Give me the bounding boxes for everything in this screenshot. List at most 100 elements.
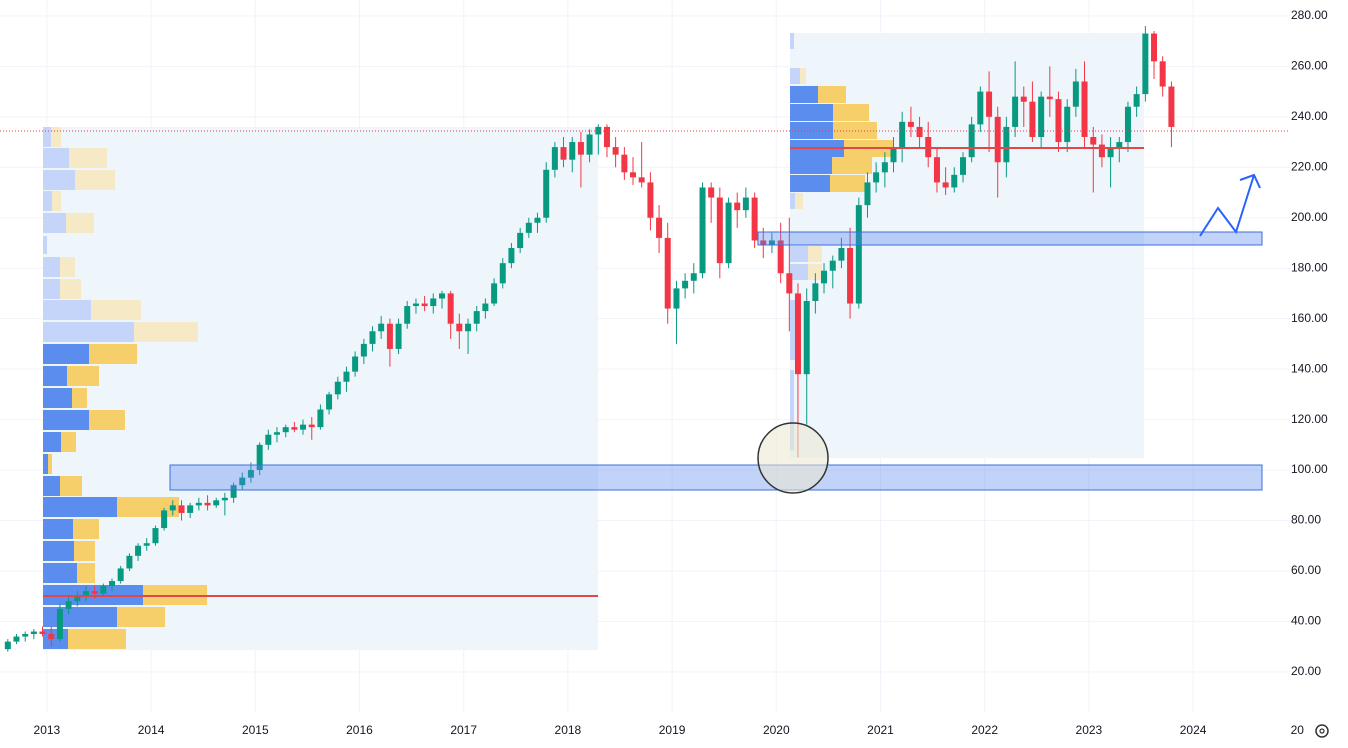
candle-body [595, 126, 602, 135]
y-tick-label: 40.00 [1291, 614, 1321, 628]
candle-body [187, 505, 194, 513]
candle-body [473, 311, 480, 324]
candle-body [1133, 94, 1140, 107]
candle-body [508, 248, 515, 264]
x-tick-label: 2015 [242, 723, 269, 737]
settings-icon[interactable] [1315, 724, 1329, 738]
candle-body [456, 323, 463, 332]
candle-body [117, 568, 124, 582]
highlight-circle [757, 422, 829, 494]
candle-body [543, 169, 550, 218]
candle-body [864, 182, 871, 206]
candle-body [525, 222, 532, 233]
candle-body [230, 485, 237, 498]
candle-body [465, 323, 472, 332]
candle-body [48, 634, 55, 640]
axes: 20.00 40.00 60.00 80.00 100.00 120.00 140.00 16… [34, 8, 1328, 737]
candle-body [300, 424, 307, 430]
candle-body [725, 202, 732, 264]
candle-body [699, 187, 706, 274]
candle-body [282, 427, 289, 433]
candle-body [1020, 96, 1027, 102]
y-tick-label: 220.00 [1291, 159, 1328, 173]
candle-body [786, 273, 793, 294]
settings-button[interactable] [1315, 724, 1329, 738]
candle-body [534, 217, 541, 223]
candle-body [152, 528, 159, 544]
candle-body [951, 174, 958, 188]
candle-body [829, 260, 836, 271]
candle-body [664, 237, 671, 309]
candle-body [621, 154, 628, 173]
volume-profile-area [43, 127, 598, 650]
candle-body [1142, 33, 1149, 95]
candle-body [317, 409, 324, 428]
candle-body [4, 641, 11, 650]
candle-body [256, 444, 263, 471]
candle-body [855, 205, 862, 304]
x-tick-label: 2022 [971, 723, 998, 737]
y-tick-label: 80.00 [1291, 513, 1321, 527]
candle-body [247, 470, 254, 478]
y-tick-label: 60.00 [1291, 563, 1321, 577]
candle-body [682, 280, 689, 289]
candle-body [213, 500, 220, 506]
candle-body [847, 248, 854, 304]
x-tick-label: 2023 [1076, 723, 1103, 737]
candle-body [74, 596, 81, 602]
candle-body [1081, 81, 1088, 138]
y-tick-label: 240.00 [1291, 109, 1328, 123]
candle-body [291, 427, 298, 430]
candle-body [499, 263, 506, 284]
candle-body [647, 182, 654, 218]
x-tick-label: 2019 [659, 723, 686, 737]
candle-body [603, 126, 610, 148]
candle-body [673, 288, 680, 309]
candle-body [1151, 33, 1158, 62]
candle-body [968, 124, 975, 158]
support-zone [757, 231, 1263, 246]
candle-body [334, 381, 341, 395]
candle-body [916, 126, 923, 138]
x-tick-label: 2018 [555, 723, 582, 737]
candle-body [821, 270, 828, 284]
candle-body [794, 293, 801, 375]
candle-body [777, 240, 784, 274]
candle-body [873, 172, 880, 183]
projection-arrow [1199, 174, 1255, 237]
candle-body [1072, 81, 1079, 107]
candle-body [22, 634, 29, 637]
y-tick-label: 140.00 [1291, 361, 1328, 375]
candle-body [30, 631, 37, 635]
candle-body [273, 432, 280, 435]
candle-body [560, 147, 567, 160]
candle-body [221, 497, 228, 501]
candle-body [169, 505, 176, 511]
candle-body [404, 306, 411, 324]
y-tick-label: 100.00 [1291, 462, 1328, 476]
candle-body [430, 298, 437, 307]
candle-body [1003, 126, 1010, 163]
candle-body [491, 283, 498, 304]
candle-body [447, 293, 454, 324]
candles [4, 25, 1175, 652]
candle-body [482, 303, 489, 312]
candle-body [39, 631, 46, 635]
candle-body [265, 434, 272, 445]
support-zone [169, 464, 1263, 491]
candle-body [386, 323, 393, 349]
y-tick-label: 260.00 [1291, 59, 1328, 73]
candle-body [135, 545, 142, 556]
candle-body [551, 147, 558, 170]
candle-body [395, 323, 402, 349]
annotations [0, 130, 1290, 597]
candle-body [1055, 99, 1062, 143]
candle-body [369, 331, 376, 344]
settings-icon-center[interactable] [1319, 728, 1325, 734]
candle-body [65, 601, 72, 609]
candle-body [907, 121, 914, 127]
candle-body [439, 293, 446, 299]
candle-body [378, 323, 385, 332]
candle-body [56, 608, 63, 640]
arrow-head [1239, 173, 1261, 189]
